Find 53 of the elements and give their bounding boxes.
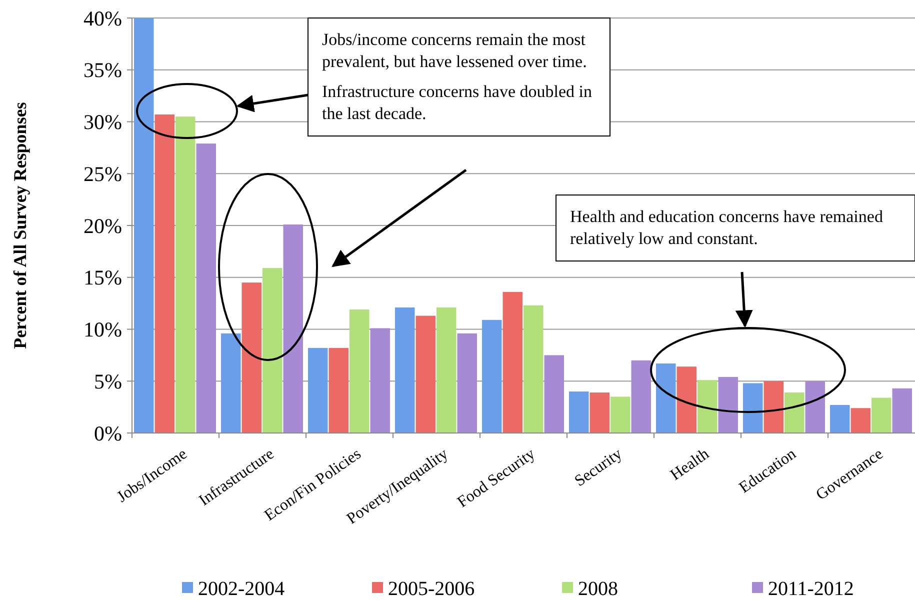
legend-label: 2005-2006 bbox=[388, 578, 475, 600]
bar bbox=[416, 316, 436, 433]
bar bbox=[176, 116, 196, 433]
bar bbox=[850, 408, 870, 433]
bar bbox=[308, 348, 328, 433]
bar bbox=[242, 282, 262, 433]
bar bbox=[350, 310, 370, 433]
bar bbox=[631, 360, 651, 433]
y-tick-label: 20% bbox=[84, 214, 122, 238]
bar bbox=[743, 383, 763, 433]
bar bbox=[784, 392, 804, 433]
y-tick-label: 25% bbox=[84, 162, 122, 186]
bar bbox=[610, 396, 630, 433]
y-tick-label: 10% bbox=[84, 318, 122, 342]
bar bbox=[764, 381, 784, 433]
bar bbox=[328, 348, 348, 433]
bar bbox=[590, 392, 610, 433]
bar bbox=[676, 366, 696, 433]
bar bbox=[262, 268, 282, 433]
bar bbox=[544, 355, 564, 433]
bar bbox=[718, 376, 738, 433]
bar bbox=[436, 307, 456, 433]
y-tick-label: 0% bbox=[94, 421, 122, 446]
legend-label: 2008 bbox=[578, 578, 618, 600]
bar bbox=[395, 307, 415, 433]
y-tick-label: 40% bbox=[84, 6, 122, 30]
bar bbox=[502, 292, 522, 433]
bar bbox=[805, 381, 825, 433]
bar bbox=[524, 305, 544, 433]
bar bbox=[482, 320, 502, 433]
annotation: Health and education concerns have remained relatively low and constant. bbox=[570, 207, 884, 248]
bar bbox=[134, 18, 154, 433]
legend-label: 2011-2012 bbox=[768, 578, 854, 600]
bar bbox=[830, 404, 850, 433]
bar bbox=[569, 392, 589, 433]
y-tick-label: 5% bbox=[94, 369, 122, 394]
y-tick-label: 15% bbox=[84, 266, 122, 290]
bar bbox=[196, 144, 216, 433]
y-tick-label: 30% bbox=[84, 110, 122, 134]
bar bbox=[283, 224, 303, 433]
bar bbox=[370, 328, 390, 433]
bar bbox=[221, 333, 241, 433]
annotation: Infrastructure concerns have doubled in the last decade. bbox=[322, 82, 592, 123]
bar bbox=[457, 333, 477, 433]
annotation: Jobs/income concerns remain the most prevalent, but have lessened over time. bbox=[322, 30, 587, 71]
bar bbox=[892, 388, 912, 433]
bar bbox=[698, 380, 718, 433]
bar bbox=[154, 114, 174, 433]
bar bbox=[656, 363, 676, 433]
y-tick-label: 35% bbox=[84, 58, 122, 82]
bar bbox=[872, 398, 892, 433]
legend-label: 2002-2004 bbox=[198, 578, 285, 600]
y-axis-title: Percent of All Survey Responses bbox=[10, 102, 30, 349]
